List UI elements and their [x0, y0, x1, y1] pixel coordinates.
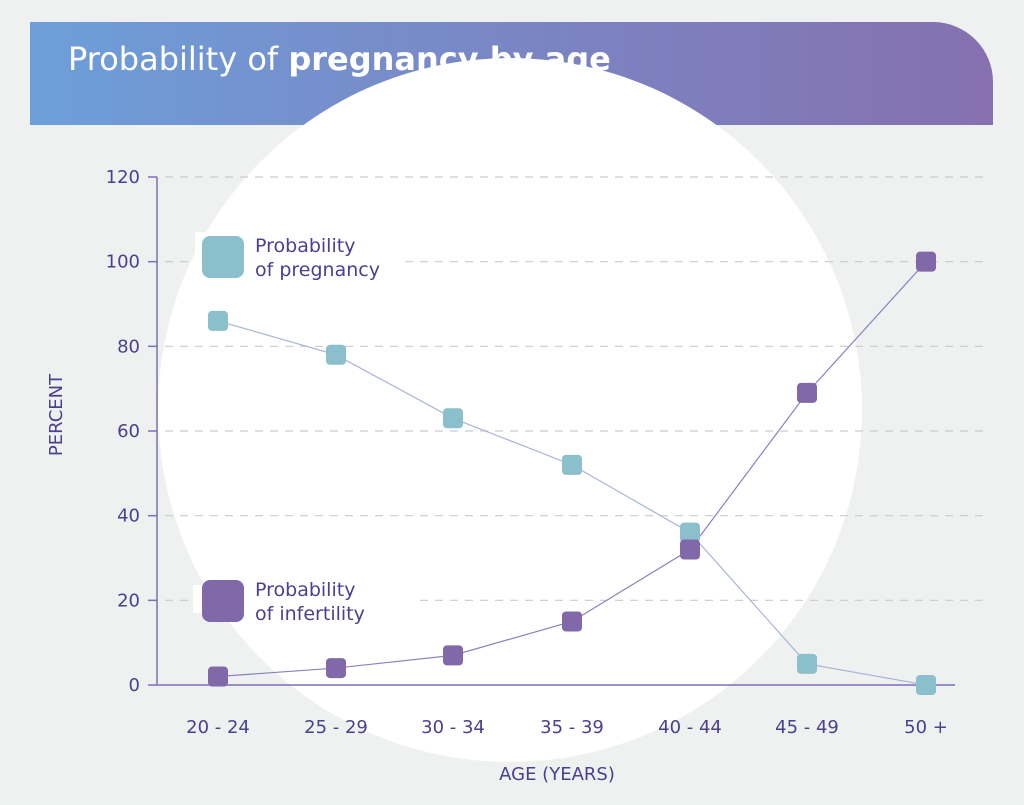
data-point-infertility: [443, 645, 463, 666]
x-tick-label: 50 +: [904, 717, 948, 738]
legend-label-line2: of infertility: [255, 603, 365, 625]
title-plain: Probability of: [68, 40, 289, 78]
data-point-pregnancy: [916, 675, 936, 695]
data-point-pregnancy: [797, 653, 817, 674]
data-point-infertility: [916, 251, 936, 272]
legend-swatch: [202, 580, 244, 622]
data-point-infertility: [208, 666, 228, 687]
y-axis-label: PERCENT: [46, 373, 67, 456]
y-tick-label: 100: [106, 252, 140, 273]
x-tick-label: 45 - 49: [775, 717, 839, 738]
y-tick-label: 40: [117, 506, 140, 527]
legend-swatch: [202, 236, 244, 278]
y-tick-label: 80: [117, 336, 140, 357]
background-circle: [158, 58, 862, 762]
legend-label-line2: of pregnancy: [255, 259, 380, 281]
y-tick-label: 0: [129, 675, 140, 696]
data-point-infertility: [797, 382, 817, 403]
legend-label-line1: Probability: [255, 235, 355, 257]
x-tick-label: 35 - 39: [540, 717, 604, 738]
data-point-pregnancy: [562, 454, 582, 475]
data-point-pregnancy: [326, 344, 346, 365]
data-point-infertility: [562, 611, 582, 632]
y-tick-label: 60: [117, 421, 140, 442]
data-point-infertility: [326, 658, 346, 679]
data-point-pregnancy: [443, 408, 463, 429]
data-point-pregnancy: [680, 522, 700, 543]
data-point-infertility: [680, 539, 700, 560]
x-tick-label: 25 - 29: [304, 717, 368, 738]
x-tick-label: 30 - 34: [421, 717, 485, 738]
x-axis-label: AGE (YEARS): [499, 764, 615, 785]
x-tick-label: 40 - 44: [658, 717, 722, 738]
x-tick-label: 20 - 24: [186, 717, 250, 738]
y-tick-label: 120: [106, 167, 140, 188]
y-tick-label: 20: [117, 590, 140, 611]
data-point-pregnancy: [208, 310, 228, 331]
legend-label-line1: Probability: [255, 579, 355, 601]
